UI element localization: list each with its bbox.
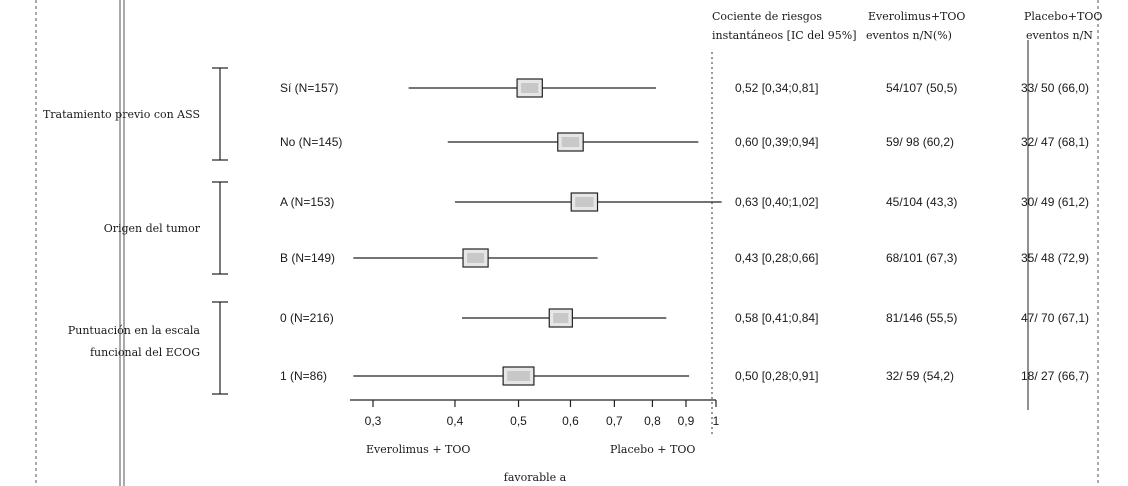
x-tick-label: 0,9 <box>678 414 695 428</box>
x-tick-label: 0,6 <box>562 414 579 428</box>
group-label-prior-treatment: Tratamiento previo con ASS <box>43 108 200 121</box>
row-label: Sí (N=157) <box>280 81 338 95</box>
group-bracket <box>212 67 228 161</box>
forest-row: No (N=145) 0,60 [0,39;0,94] 59/ 98 (60,2) 3… <box>280 132 1089 152</box>
group-brackets <box>212 67 228 395</box>
row-label: 1 (N=86) <box>280 369 327 383</box>
header-placebo-line2: eventos n/N <box>1026 29 1093 42</box>
everolimus-events: 81/146 (55,5) <box>886 311 957 325</box>
header-placebo-line1: Placebo+TOO <box>1024 10 1102 23</box>
placebo-events: 35/ 48 (72,9) <box>1021 251 1089 265</box>
hr-box-shading <box>575 197 594 207</box>
forest-row: A (N=153) 0,63 [0,40;1,02] 45/104 (43,3) 30… <box>280 192 1089 212</box>
group-bracket <box>212 181 228 275</box>
x-tick-label: 0,7 <box>606 414 623 428</box>
placebo-events: 18/ 27 (66,7) <box>1021 369 1089 383</box>
hr-box-shading <box>553 313 569 323</box>
row-label: 0 (N=216) <box>280 311 334 325</box>
everolimus-events: 32/ 59 (54,2) <box>886 369 954 383</box>
forest-row: B (N=149) 0,43 [0,28;0,66] 68/101 (67,3) 35… <box>280 248 1089 268</box>
hr-ci-value: 0,52 [0,34;0,81] <box>735 81 818 95</box>
header-evero-line2: eventos n/N(%) <box>866 29 952 42</box>
x-tick-label: 1 <box>713 414 720 428</box>
everolimus-events: 68/101 (67,3) <box>886 251 957 265</box>
hr-ci-value: 0,58 [0,41;0,84] <box>735 311 818 325</box>
column-headers: Cociente de riesgos instantáneos [IC del… <box>712 10 1102 42</box>
x-tick-label: 0,3 <box>365 414 382 428</box>
forest-row: 1 (N=86) 0,50 [0,28;0,91] 32/ 59 (54,2) 18/… <box>280 366 1089 386</box>
hr-box-shading <box>561 137 580 147</box>
header-hr-line2: instantáneos [IC del 95%] <box>712 29 857 42</box>
hr-ci-value: 0,63 [0,40;1,02] <box>735 195 818 209</box>
group-label-ecog-line1: Puntuación en la escala <box>68 324 201 337</box>
everolimus-events: 45/104 (43,3) <box>886 195 957 209</box>
hr-ci-value: 0,50 [0,28;0,91] <box>735 369 818 383</box>
hr-box-shading <box>467 253 485 263</box>
group-label-ecog-line2: funcional del ECOG <box>90 346 200 359</box>
header-evero-line1: Everolimus+TOO <box>868 10 965 23</box>
x-label-right: Placebo + TOO <box>610 443 695 456</box>
forest-rows: Sí (N=157) 0,52 [0,34;0,81] 54/107 (50,5) 3… <box>280 78 1089 386</box>
row-label: B (N=149) <box>280 251 335 265</box>
group-label-tumor-origin: Origen del tumor <box>104 222 201 235</box>
x-axis: 0,3 0,4 0,5 0,6 0,7 0,8 0,9 1 <box>350 399 720 428</box>
hr-box-shading <box>507 371 530 381</box>
placebo-events: 32/ 47 (68,1) <box>1021 135 1089 149</box>
page-margin-lines <box>35 0 1099 486</box>
forest-row: 0 (N=216) 0,58 [0,41;0,84] 81/146 (55,5) 47… <box>280 308 1089 328</box>
group-bracket <box>212 301 228 395</box>
x-label-left: Everolimus + TOO <box>366 443 470 456</box>
placebo-events: 47/ 70 (67,1) <box>1021 311 1089 325</box>
row-label: A (N=153) <box>280 195 334 209</box>
x-tick-label: 0,5 <box>510 414 527 428</box>
hr-ci-value: 0,43 [0,28;0,66] <box>735 251 818 265</box>
everolimus-events: 59/ 98 (60,2) <box>886 135 954 149</box>
everolimus-events: 54/107 (50,5) <box>886 81 957 95</box>
hr-ci-value: 0,60 [0,39;0,94] <box>735 135 818 149</box>
placebo-events: 33/ 50 (66,0) <box>1021 81 1089 95</box>
header-hr-line1: Cociente de riesgos <box>712 10 822 23</box>
x-tick-label: 0,4 <box>447 414 464 428</box>
forest-row: Sí (N=157) 0,52 [0,34;0,81] 54/107 (50,5) 3… <box>280 78 1089 98</box>
row-label: No (N=145) <box>280 135 342 149</box>
hr-box-shading <box>521 83 539 93</box>
x-label-bottom: favorable a <box>504 471 567 484</box>
group-labels: Tratamiento previo con ASS Origen del tu… <box>43 108 201 359</box>
x-tick-label: 0,8 <box>644 414 661 428</box>
placebo-events: 30/ 49 (61,2) <box>1021 195 1089 209</box>
